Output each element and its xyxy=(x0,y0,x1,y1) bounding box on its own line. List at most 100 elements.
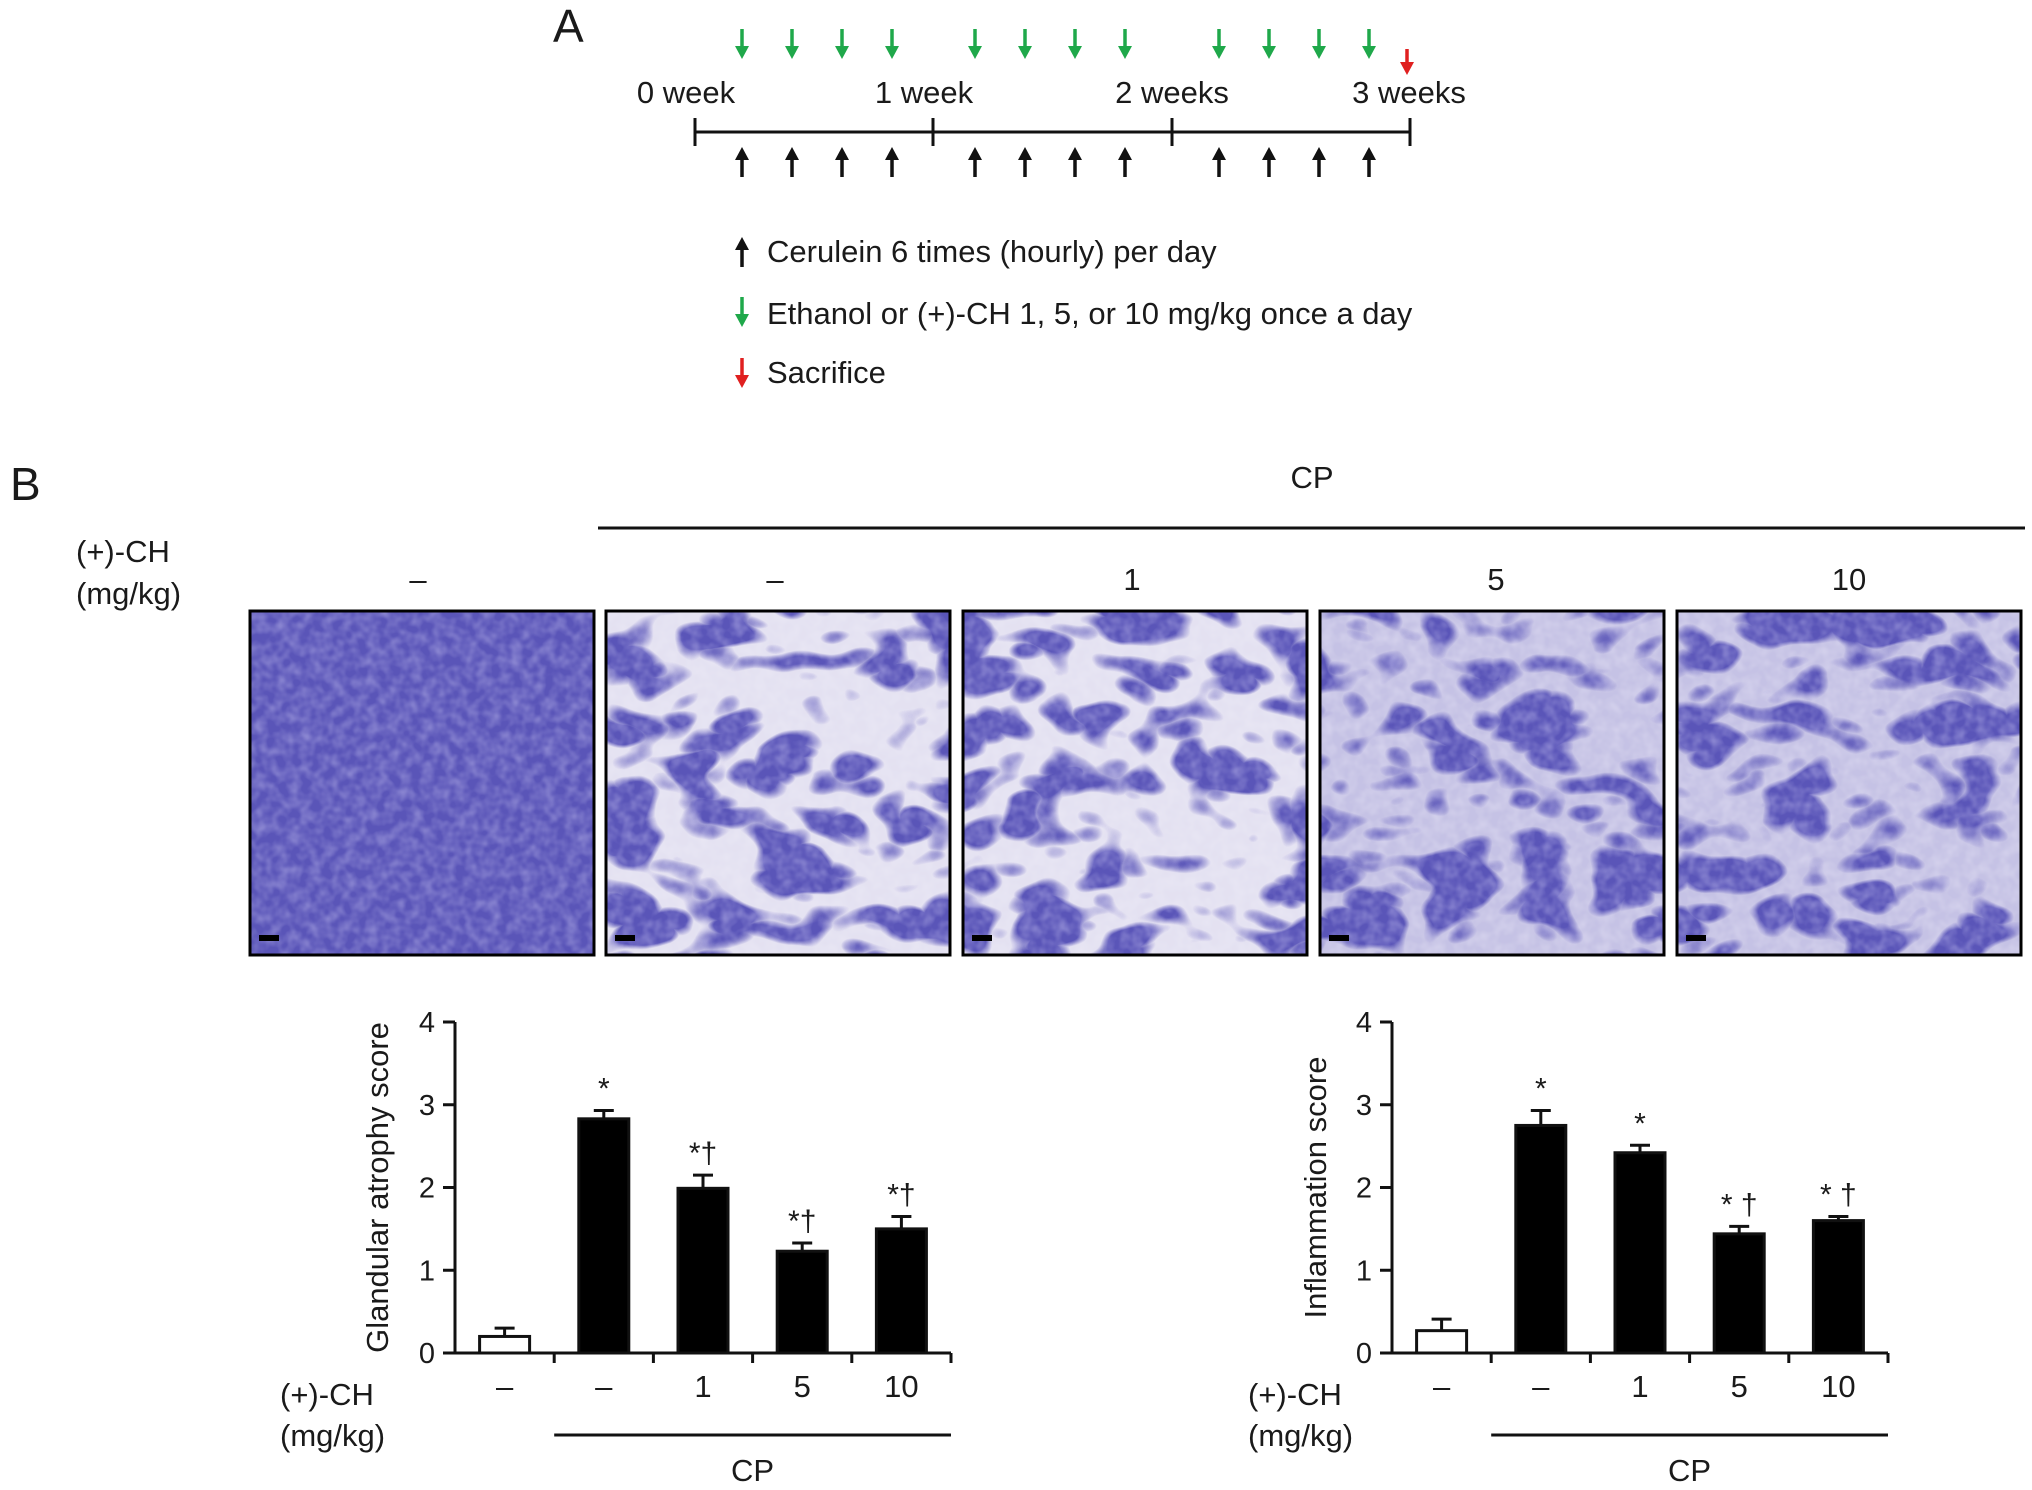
panel-a-letter: A xyxy=(553,0,584,52)
y-tick-label-1: 1 xyxy=(1356,1255,1372,1287)
histology-image-4 xyxy=(1675,609,2023,957)
inflammation-chart: 0 1 2 3 4 Inflammation score – * – * 1 * † 5 * † 10 (+)… xyxy=(1248,1007,1890,1488)
image-dose-label-0: – xyxy=(409,562,427,597)
cerulein-arrow-3 xyxy=(885,147,899,177)
legend-sacrifice-text: Sacrifice xyxy=(767,355,886,390)
cerulein-arrow-0 xyxy=(735,147,749,177)
dose-row-label-1: (+)-CH xyxy=(76,534,170,569)
bar-0 xyxy=(478,1334,532,1355)
category-label-3: 5 xyxy=(794,1369,811,1404)
timeline: 0 week 1 week 2 weeks 3 weeks xyxy=(637,29,1466,177)
cerulein-arrow-7 xyxy=(1118,147,1132,177)
y-tick-label-2: 2 xyxy=(419,1173,435,1205)
cerulein-arrow-9 xyxy=(1262,147,1276,177)
scale-bar-4 xyxy=(1686,935,1706,941)
bar-3 xyxy=(775,1249,829,1355)
y-axis-label: Glandular atrophy score xyxy=(360,1022,395,1353)
treatment-arrow-0 xyxy=(735,29,749,59)
panel-b-letter: B xyxy=(10,458,41,510)
cerulein-arrow-2 xyxy=(835,147,849,177)
cp-group-label: CP xyxy=(1290,460,1333,495)
treatment-arrow-4 xyxy=(968,29,982,59)
significance-label-4: * † xyxy=(1820,1178,1857,1211)
histology-image-2 xyxy=(961,609,1309,957)
cerulein-arrow-8 xyxy=(1212,147,1226,177)
significance-label-2: *† xyxy=(689,1137,717,1170)
category-label-3: 5 xyxy=(1731,1369,1748,1404)
histology-images xyxy=(248,609,2023,957)
cerulein-arrow-1 xyxy=(785,147,799,177)
image-dose-label-2: 1 xyxy=(1123,562,1140,597)
sacrifice-arrow xyxy=(1400,49,1414,75)
cerulein-arrow-4 xyxy=(968,147,982,177)
bar-4 xyxy=(874,1227,928,1355)
legend-cerulein-text: Cerulein 6 times (hourly) per day xyxy=(767,234,1217,269)
y-tick-label-0: 0 xyxy=(419,1338,435,1370)
histology-image-1 xyxy=(604,609,952,957)
dose-row-label-2: (mg/kg) xyxy=(76,576,181,611)
treatment-arrow-7 xyxy=(1118,29,1132,59)
cerulein-arrow-10 xyxy=(1312,147,1326,177)
timeline-label-1: 1 week xyxy=(875,75,974,110)
histology-header: CP (+)-CH (mg/kg) – – 1 5 10 xyxy=(76,460,2025,611)
image-dose-label-3: 5 xyxy=(1487,562,1504,597)
significance-label-4: *† xyxy=(887,1178,915,1211)
treatment-arrow-5 xyxy=(1018,29,1032,59)
scale-bar-3 xyxy=(1329,935,1349,941)
cerulein-arrow-5 xyxy=(1018,147,1032,177)
treatment-arrow-2 xyxy=(835,29,849,59)
legend-sacrifice-arrow xyxy=(735,358,749,388)
treatment-arrow-11 xyxy=(1362,29,1376,59)
legend-treatment-arrow xyxy=(735,297,749,327)
significance-label-1: * xyxy=(1535,1073,1547,1106)
cerulein-arrow-11 xyxy=(1362,147,1376,177)
category-label-4: 10 xyxy=(1821,1369,1855,1404)
y-tick-label-2: 2 xyxy=(1356,1173,1372,1205)
legend-cerulein-arrow xyxy=(735,237,749,267)
x-axis-label-1: (+)-CH xyxy=(1248,1377,1342,1412)
y-tick-label-3: 3 xyxy=(1356,1090,1372,1122)
cp-group-label: CP xyxy=(1668,1453,1711,1488)
bar-2 xyxy=(676,1186,730,1355)
y-tick-label-4: 4 xyxy=(419,1007,435,1039)
significance-label-2: * xyxy=(1634,1107,1646,1140)
bar-1 xyxy=(577,1117,631,1355)
cerulein-arrow-6 xyxy=(1068,147,1082,177)
x-axis-label-1: (+)-CH xyxy=(280,1377,374,1412)
glandular-atrophy-chart: 0 1 2 3 4 Glandular atrophy score – * – *† 1 *† 5 *† 1… xyxy=(280,1007,953,1488)
bar-3 xyxy=(1712,1232,1766,1355)
histology-image-0 xyxy=(248,609,596,957)
y-tick-label-0: 0 xyxy=(1356,1338,1372,1370)
bar-4 xyxy=(1811,1219,1865,1355)
timeline-label-2: 2 weeks xyxy=(1115,75,1229,110)
category-label-2: 1 xyxy=(694,1369,711,1404)
category-label-4: 10 xyxy=(884,1369,918,1404)
treatment-arrow-3 xyxy=(885,29,899,59)
scale-bar-1 xyxy=(615,935,635,941)
treatment-arrow-10 xyxy=(1312,29,1326,59)
histology-image-3 xyxy=(1318,609,1666,957)
x-axis-label-2: (mg/kg) xyxy=(1248,1418,1353,1453)
y-tick-label-3: 3 xyxy=(419,1090,435,1122)
category-label-0: – xyxy=(496,1369,514,1404)
cp-group-label: CP xyxy=(731,1453,774,1488)
timeline-legend: Cerulein 6 times (hourly) per day Ethano… xyxy=(735,234,1413,390)
image-dose-label-4: 10 xyxy=(1832,562,1866,597)
scale-bar-2 xyxy=(972,935,992,941)
y-tick-label-1: 1 xyxy=(419,1255,435,1287)
category-label-1: – xyxy=(1532,1369,1550,1404)
timeline-label-3: 3 weeks xyxy=(1352,75,1466,110)
y-axis-label: Inflammation score xyxy=(1298,1057,1333,1319)
bar-2 xyxy=(1613,1151,1667,1355)
legend-treatment-text: Ethanol or (+)-CH 1, 5, or 10 mg/kg once… xyxy=(767,296,1413,331)
treatment-arrow-1 xyxy=(785,29,799,59)
bar-1 xyxy=(1514,1123,1568,1355)
treatment-arrow-8 xyxy=(1212,29,1226,59)
bar-0 xyxy=(1415,1329,1469,1355)
significance-label-3: *† xyxy=(788,1205,816,1238)
category-label-0: – xyxy=(1433,1369,1451,1404)
treatment-arrow-6 xyxy=(1068,29,1082,59)
scale-bar-0 xyxy=(259,935,279,941)
category-label-1: – xyxy=(595,1369,613,1404)
